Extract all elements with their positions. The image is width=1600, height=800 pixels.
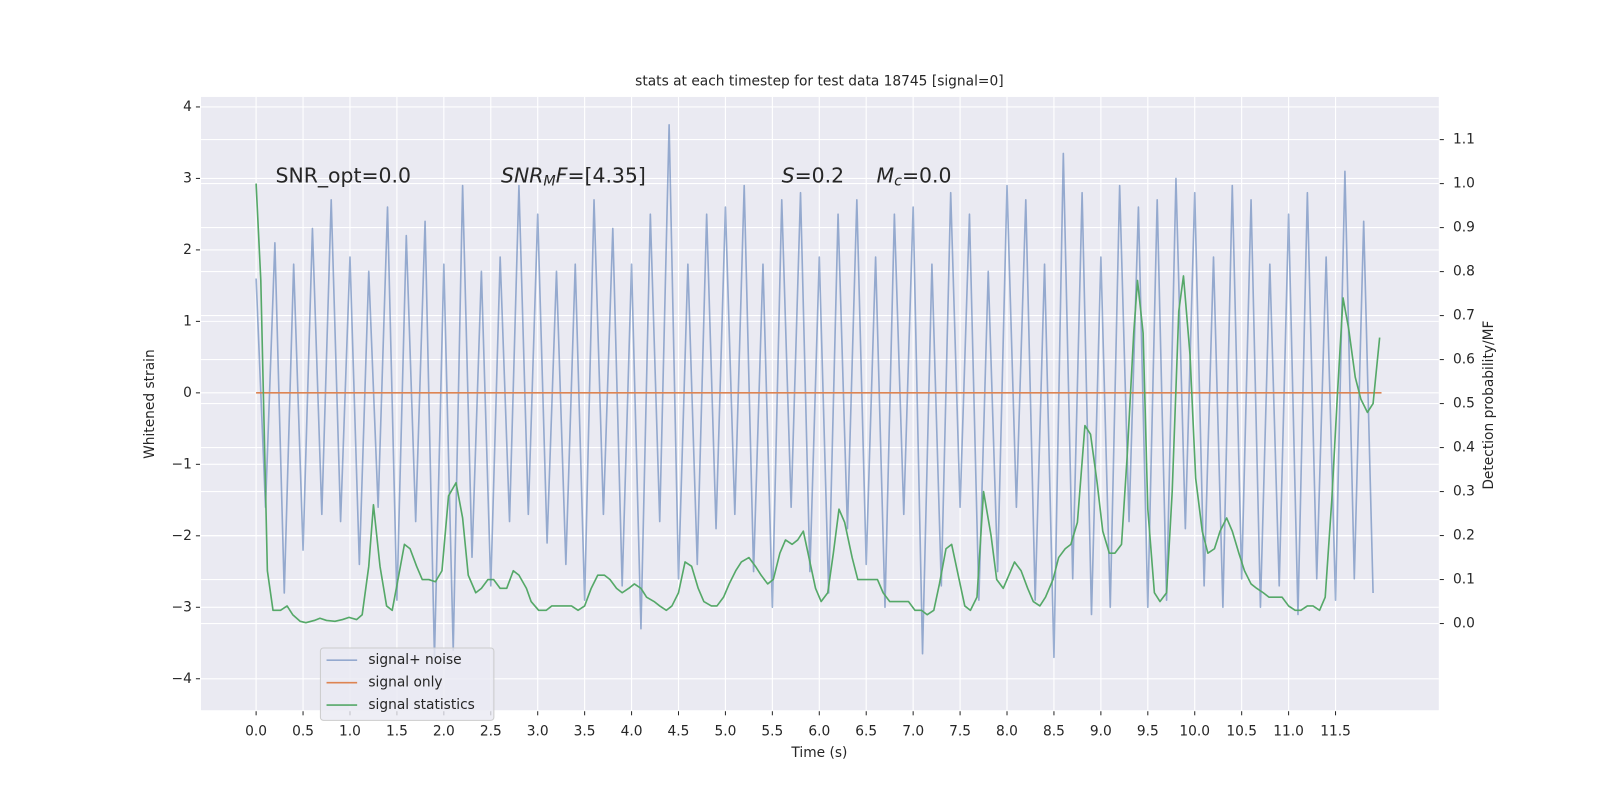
annotations: SNR_opt=0.0 SNRMF=[4.35] S=0.2 Mc=0.0 [276,164,952,190]
annotation-part: =0.0 [902,164,952,188]
annotation-part: SNR_opt=0.0 [276,164,412,189]
y2-tick-label: 0.4 [1453,440,1475,456]
x-tick-label: 11.5 [1320,724,1351,740]
x-tick-label: 6.0 [808,724,830,740]
marks [255,124,1382,659]
y2-tick-label: 0.7 [1453,308,1475,324]
x-tick-label: 2.5 [480,724,502,740]
annotation: S=0.2 [782,164,844,188]
x-tick-label: 1.5 [386,724,408,740]
legend-label: signal only [368,675,442,691]
series-line [255,124,1374,659]
annotation-part: F [556,164,568,188]
annotation-part: c [894,174,902,190]
x-tick-label: 4.0 [621,724,643,740]
y2-tick-label: 0.3 [1453,484,1475,500]
x-tick-label: 5.5 [761,724,783,740]
y2-tick-label: 0.2 [1453,528,1475,544]
series-line [255,183,1381,624]
x-tick-label: 8.0 [996,724,1018,740]
y-tick-label: 4 [183,99,192,115]
annotation: SNR_opt=0.0 [276,164,412,189]
annotation-part: =0.2 [795,164,845,188]
y-tick-label: 1 [183,313,192,329]
y-tick-label: 0 [183,385,192,401]
y-tick-label: 2 [183,242,192,258]
annotation-part: =[4.35] [567,164,645,188]
x-tick-label: 9.0 [1090,724,1112,740]
x-tick-label: 4.5 [668,724,690,740]
y2-tick-label: 0.1 [1453,572,1475,588]
x-tick-label: 3.5 [574,724,596,740]
annotation-part: SNR [501,164,543,188]
x-tick-label: 0.0 [245,724,267,740]
y-axis-label: Whitened strain [142,349,158,459]
x-tick-label: 7.0 [902,724,924,740]
x-tick-label: 9.5 [1137,724,1159,740]
legend-label: signal+ noise [368,652,461,668]
annotation-part: M [877,164,895,188]
x-tick-label: 10.5 [1226,724,1257,740]
y2-tick-label: 0.6 [1453,352,1475,368]
y2-tick-label: 1.0 [1453,176,1475,192]
y2-axis-label: Detection probability/MF [1481,320,1497,489]
y-tick-label: −1 [172,456,192,472]
x-axis-label: Time (s) [790,745,847,761]
y-tick-label: −3 [172,599,192,615]
x-tick-label: 11.0 [1273,724,1304,740]
y2-tick-label: 0.8 [1453,264,1475,280]
x-tick-label: 8.5 [1043,724,1065,740]
y2-tick-label: 0.5 [1453,396,1475,412]
annotation: Mc=0.0 [877,164,952,190]
x-tick-label: 3.0 [527,724,549,740]
chart-title: stats at each timestep for test data 187… [635,74,1003,90]
y2-tick-label: 0.0 [1453,616,1475,632]
y-tick-label: −2 [172,528,192,544]
x-tick-label: 6.5 [855,724,877,740]
x-tick-label: 0.5 [292,724,314,740]
annotation-part: M [543,174,555,190]
y2-tick-label: 1.1 [1453,132,1475,148]
legend-label: signal statistics [368,697,474,713]
y-tick-label: −4 [172,671,192,687]
x-tick-label: 7.5 [949,724,971,740]
legend: signal+ noise signal only signal statistic… [319,647,495,721]
x-tick-label: 1.0 [339,724,361,740]
annotation-part: S [782,164,795,188]
y2-tick-label: 0.9 [1453,220,1475,236]
x-tick-label: 2.0 [433,724,455,740]
y-tick-label: 3 [183,170,192,186]
axes: 0.0 0.5 1.0 1.5 2.0 2.5 3.0 3.5 4.0 4.5 5.0 5.5 6.0 6… [172,99,1475,740]
x-tick-label: 10.0 [1179,724,1210,740]
legend-box [319,647,495,721]
x-tick-label: 5.0 [714,724,736,740]
annotation: SNRMF=[4.35] [501,164,646,190]
